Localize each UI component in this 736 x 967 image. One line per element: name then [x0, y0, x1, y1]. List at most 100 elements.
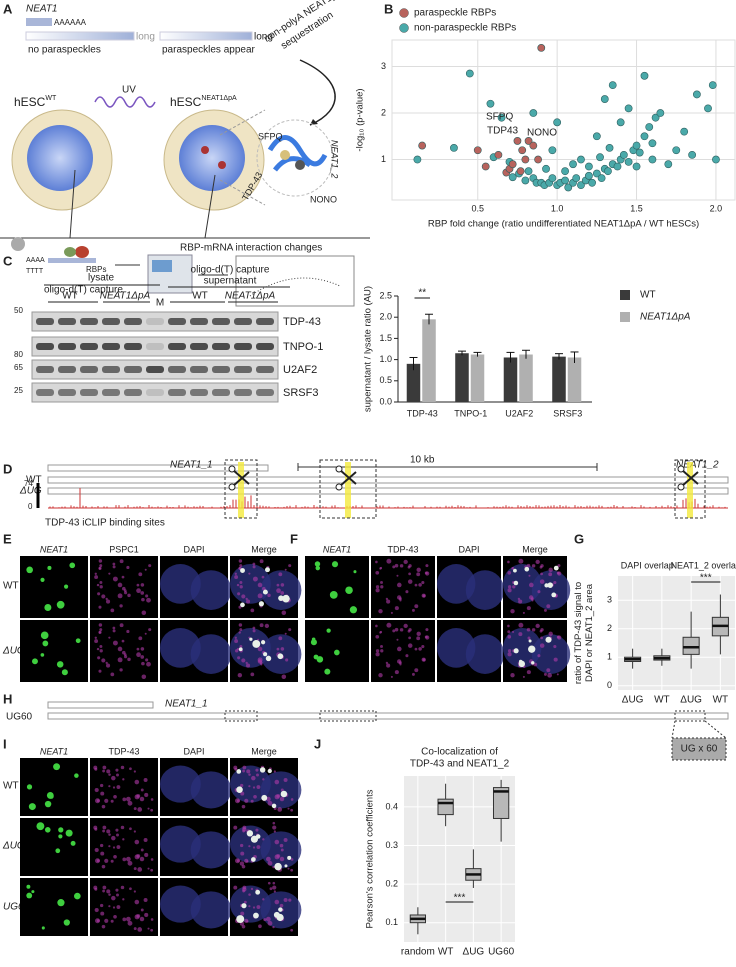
diffuse-signal: [274, 779, 280, 785]
diffuse-signal: [94, 908, 99, 913]
diffuse-signal: [375, 585, 380, 589]
foci: [315, 565, 321, 571]
diffuse-signal: [127, 657, 131, 662]
column-header: TDP-43: [387, 544, 418, 554]
scissors: [677, 483, 685, 491]
diffuse-signal: [121, 575, 125, 579]
diffuse-signal: [280, 647, 285, 651]
diffuse-signal: [279, 843, 284, 848]
diffuse-signal: [287, 867, 290, 870]
foci: [345, 586, 353, 595]
diffuse-signal: [263, 918, 267, 922]
diffuse-signal: [540, 572, 543, 576]
diffuse-signal: [100, 911, 105, 916]
diffuse-signal: [290, 928, 294, 932]
foci: [75, 638, 81, 644]
diffuse-signal: [115, 828, 119, 832]
diffuse-signal: [510, 673, 515, 678]
diffuse-signal: [120, 885, 125, 890]
diffuse-signal: [116, 833, 119, 837]
diffuse-signal: [117, 582, 123, 588]
diffuse-signal: [239, 644, 243, 648]
diffuse-signal: [93, 765, 98, 770]
diffuse-signal: [234, 636, 237, 639]
protein-label: SRSF3: [283, 387, 318, 399]
diffuse-signal: [248, 893, 251, 896]
diffuse-signal: [106, 889, 111, 894]
row-label: ΔUG: [19, 486, 42, 497]
diffuse-signal: [233, 765, 238, 770]
nucleus-signal: [190, 891, 232, 929]
diffuse-signal: [272, 925, 275, 929]
nucleus-signal: [190, 831, 232, 869]
foci: [326, 628, 331, 633]
point: [413, 155, 422, 164]
diffuse-signal: [99, 843, 104, 848]
foci: [553, 565, 559, 571]
point: [624, 157, 633, 166]
diffuse-signal: [507, 560, 510, 564]
diffuse-signal: [390, 611, 393, 614]
diffuse-signal: [272, 885, 277, 890]
point: [592, 169, 601, 178]
x-tick-label: ΔUG: [680, 695, 702, 706]
diffuse-signal: [507, 585, 512, 589]
blot-band: [146, 343, 164, 350]
bar: [455, 353, 469, 402]
diffuse-signal: [248, 572, 251, 575]
diffuse-signal: [396, 574, 399, 577]
diffuse-signal: [537, 654, 541, 658]
diffuse-signal: [237, 592, 241, 596]
significance: ***: [454, 893, 466, 904]
diffuse-signal: [241, 658, 246, 663]
diffuse-signal: [425, 635, 430, 640]
diffuse-signal: [259, 559, 264, 564]
panel-label: A: [3, 1, 13, 16]
diffuse-signal: [255, 768, 259, 772]
diffuse-signal: [98, 631, 101, 634]
blot-band: [80, 343, 98, 350]
point: [597, 174, 606, 183]
point: [592, 132, 601, 141]
uv-label: UV: [122, 85, 136, 96]
cut-box: [224, 459, 258, 519]
foci: [280, 790, 288, 798]
diffuse-signal: [140, 655, 145, 659]
foci: [528, 639, 532, 643]
diffuse-signal: [129, 767, 132, 771]
diffuse-signal: [105, 597, 108, 601]
y-tick-label: 3: [607, 595, 612, 605]
y-tick-label: 0.0: [379, 396, 392, 406]
diffuse-signal: [375, 634, 380, 639]
point: [508, 160, 517, 169]
column-header: DAPI: [183, 544, 204, 554]
x-tick-label: U2AF2: [505, 408, 533, 418]
diffuse-signal: [421, 593, 426, 598]
diffuse-signal: [283, 838, 288, 843]
blot-band: [256, 366, 274, 373]
diffuse-signal: [425, 628, 429, 632]
foci: [329, 590, 338, 599]
foci: [353, 570, 357, 574]
diffuse-signal: [150, 918, 154, 921]
oligo-label: TTTT: [26, 268, 44, 275]
panel-label: C: [3, 253, 13, 268]
diffuse-signal: [110, 672, 115, 677]
diffuse-signal: [140, 583, 145, 587]
blot-band: [256, 389, 274, 396]
diffuse-signal: [147, 867, 150, 870]
bar: [503, 357, 518, 402]
diffuse-signal: [279, 796, 285, 802]
legend-swatch: [399, 8, 409, 18]
foci: [236, 915, 245, 924]
diffuse-signal: [421, 580, 425, 585]
diffuse-signal: [108, 773, 111, 776]
foci: [56, 661, 64, 668]
diffuse-signal: [526, 627, 531, 632]
point: [486, 99, 495, 108]
point: [418, 141, 427, 150]
diffuse-signal: [134, 914, 140, 920]
y-axis-label: DAPI or NEAT1_2 area: [584, 583, 595, 682]
diffuse-signal: [147, 807, 150, 810]
diffuse-signal: [531, 628, 536, 632]
